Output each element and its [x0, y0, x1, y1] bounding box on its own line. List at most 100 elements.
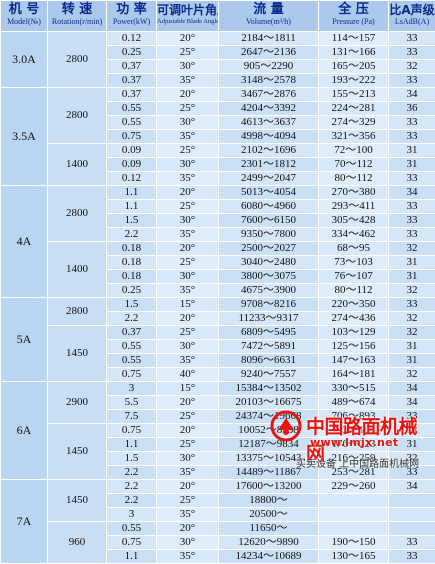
pressure-cell: 330～515 — [319, 382, 389, 396]
pressure-cell: 305～428 — [319, 214, 389, 228]
table-row: 1450 0.75 20° 10052～8338 122～168 32 — [1, 424, 435, 438]
volume-cell: 11650～ — [219, 522, 319, 536]
table-row: 7A 1450 2.2 20° 17600～13200 229～260 34 — [1, 480, 435, 494]
volume-cell: 2301～1812 — [219, 158, 319, 172]
power-cell: 0.55 — [107, 102, 157, 116]
noise-cell: 31 — [389, 438, 435, 452]
header-noise-en: LsAdB(A) — [389, 16, 435, 28]
angle-cell: 20° — [157, 480, 219, 494]
power-cell: 0.25 — [107, 46, 157, 60]
volume-cell: 3467～2876 — [219, 88, 319, 102]
pressure-cell: 706～893 — [319, 410, 389, 424]
table-row: 1400 0.18 20° 2500～2027 68～95 32 — [1, 242, 435, 256]
noise-cell: 32 — [389, 452, 435, 466]
volume-cell: 9240～7557 — [219, 368, 319, 382]
pressure-cell: 155～213 — [319, 88, 389, 102]
angle-cell: 30° — [157, 214, 219, 228]
noise-cell: 33 — [389, 466, 435, 480]
power-cell: 1.1 — [107, 550, 157, 564]
angle-cell: 35° — [157, 74, 219, 88]
power-cell: 2.2 — [107, 228, 157, 242]
power-cell: 1.5 — [107, 452, 157, 466]
angle-cell: 35° — [157, 508, 219, 522]
noise-cell: 34 — [389, 88, 435, 102]
header-volume-en: Volume(m³/h) — [219, 16, 318, 28]
pressure-cell: 176～223 — [319, 438, 389, 452]
pressure-cell: 334～462 — [319, 228, 389, 242]
noise-cell: 33 — [389, 172, 435, 186]
header-pressure: 全 压 Pressure (Pa) — [319, 1, 389, 32]
angle-cell: 25° — [157, 326, 219, 340]
noise-cell: 34 — [389, 396, 435, 410]
volume-cell: 12187～9834 — [219, 438, 319, 452]
noise-cell: 33 — [389, 130, 435, 144]
header-model: 机 号 Model(№) — [1, 1, 48, 32]
header-power: 功 率 Power(kW) — [107, 1, 157, 32]
speed-cell: 960 — [48, 522, 107, 564]
pressure-cell: 72～100 — [319, 144, 389, 158]
angle-cell: 20° — [157, 522, 219, 536]
volume-cell: 6809～5495 — [219, 326, 319, 340]
header-pressure-cn: 全 压 — [319, 4, 388, 16]
pressure-cell: 73～103 — [319, 256, 389, 270]
speed-cell: 2800 — [48, 186, 107, 242]
power-cell: 1.1 — [107, 438, 157, 452]
power-cell: 0.12 — [107, 32, 157, 46]
header-noise: 比A声级 LsAdB(A) — [389, 1, 435, 32]
volume-cell: 2184～1811 — [219, 32, 319, 46]
header-noise-cn: 比A声级 — [389, 4, 435, 16]
pressure-cell: 224～281 — [319, 102, 389, 116]
speed-cell: 2800 — [48, 32, 107, 88]
model-cell: 7A — [1, 480, 48, 564]
noise-cell: 33 — [389, 550, 435, 564]
model-cell: 3.0A — [1, 32, 48, 88]
header-speed-en: Rotation(r/min) — [48, 16, 106, 28]
angle-cell: 25° — [157, 438, 219, 452]
volume-cell: 14234～10689 — [219, 550, 319, 564]
angle-cell: 35° — [157, 130, 219, 144]
noise-cell: 31 — [389, 270, 435, 284]
noise-cell: 32 — [389, 242, 435, 256]
pressure-cell: 68～95 — [319, 242, 389, 256]
pressure-cell — [319, 508, 389, 522]
pressure-cell: 293～411 — [319, 200, 389, 214]
table-row: 960 0.55 20° 11650～ — [1, 522, 435, 536]
power-cell: 1.5 — [107, 214, 157, 228]
noise-cell: 31 — [389, 354, 435, 368]
volume-cell: 17600～13200 — [219, 480, 319, 494]
pressure-cell: 147～163 — [319, 354, 389, 368]
power-cell: 1.5 — [107, 298, 157, 312]
angle-cell: 30° — [157, 116, 219, 130]
speed-cell: 1450 — [48, 424, 107, 480]
volume-cell: 14489～11867 — [219, 466, 319, 480]
volume-cell: 4613～3637 — [219, 116, 319, 130]
angle-cell: 30° — [157, 158, 219, 172]
angle-cell: 20° — [157, 32, 219, 46]
power-cell: 0.25 — [107, 284, 157, 298]
header-speed: 转 速 Rotation(r/min) — [48, 1, 107, 32]
header-volume: 流 量 Volume(m³/h) — [219, 1, 319, 32]
power-cell: 3 — [107, 508, 157, 522]
table-row: 6A 2900 3 15° 15384～13502 330～515 34 — [1, 382, 435, 396]
header-angle-en: Adjustable Blade Angle — [157, 16, 218, 28]
header-pressure-en: Pressure (Pa) — [319, 16, 388, 28]
power-cell: 0.18 — [107, 242, 157, 256]
volume-cell: 15384～13502 — [219, 382, 319, 396]
model-cell: 4A — [1, 186, 48, 298]
speed-cell: 2800 — [48, 298, 107, 326]
header-angle: 可调叶片角度 Adjustable Blade Angle — [157, 1, 219, 32]
pressure-cell: 125～156 — [319, 340, 389, 354]
pressure-cell: 80～112 — [319, 172, 389, 186]
noise-cell: 32 — [389, 284, 435, 298]
table-row: 3.5A 2800 0.37 20° 3467～2876 155～213 34 — [1, 88, 435, 102]
angle-cell: 40° — [157, 368, 219, 382]
noise-cell: 33 — [389, 46, 435, 60]
table-row: 1450 0.37 25° 6809～5495 103～129 32 — [1, 326, 435, 340]
power-cell: 0.09 — [107, 144, 157, 158]
model-cell: 3.5A — [1, 88, 48, 186]
speed-cell: 2900 — [48, 382, 107, 424]
volume-cell: 5013～4054 — [219, 186, 319, 200]
header-power-cn: 功 率 — [107, 4, 156, 16]
noise-cell: 32 — [389, 60, 435, 74]
